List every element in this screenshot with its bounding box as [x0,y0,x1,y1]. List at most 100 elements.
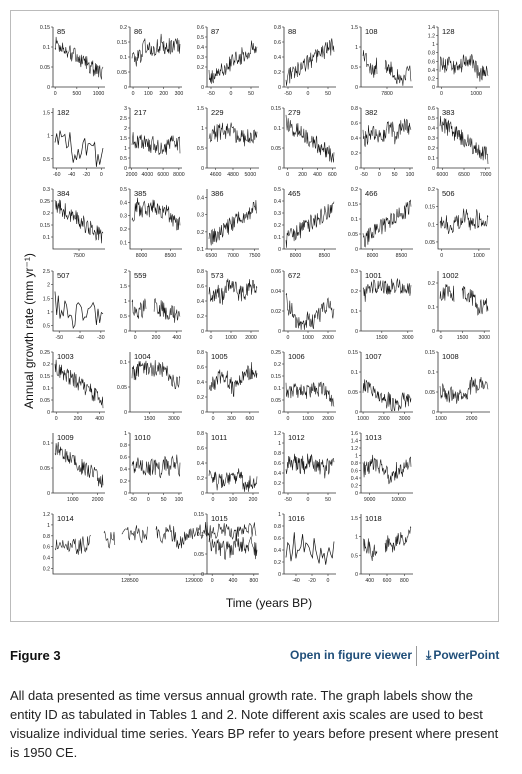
panel-axes [283,352,336,413]
x-tick-label: 0 [55,416,58,422]
panel-1003: 1003 0 0.05 0.1 0.15 0.2 0.25 0 200 400 [40,350,105,422]
x-tick-label: 50 [161,497,167,503]
series-line [54,291,104,330]
series-line [362,379,412,412]
x-tick-label: 2000 [378,416,390,422]
x-tick-label: 800 [249,578,258,584]
y-tick-label: 0.4 [120,200,127,206]
y-tick-label: 0 [355,491,358,497]
y-tick-label: 0.8 [197,269,204,275]
panel-axes [206,514,259,575]
y-tick-label: 0.6 [428,106,435,112]
x-tick-label: 1500 [457,335,469,341]
x-tick-label: 7500 [249,253,261,259]
figure-panel: Annual growth rate (mm yr⁻¹) Time (years… [10,10,499,622]
x-tick-label: 1000 [357,416,369,422]
x-tick-label: 300 [175,91,184,97]
panel-506: 506 0.05 0.1 0.15 0.2 0 1000 [425,187,490,259]
open-figure-viewer-link[interactable]: Open in figure viewer [290,648,413,662]
panel-axes [129,189,182,250]
panel-id-label: 182 [57,108,70,117]
y-tick-label: 0.2 [274,560,281,566]
panel-1015: 1015 0 0.05 0.1 0.15 0 400 800 [194,512,259,584]
y-tick-label: 0.1 [428,156,435,162]
panel-1013: 1013 00.2 0.40.6 0.81 1.21.4 1.6 9000 10000 [351,431,413,503]
x-tick-label: 200 [159,91,168,97]
panel-id-label: 87 [211,27,219,36]
series-line [54,130,104,167]
panel-1007: 1007 0 0.05 0.1 0.15 1000 2000 3000 [348,350,413,422]
y-tick-label: 0.1 [43,441,50,447]
y-tick-label: 0.1 [351,217,358,223]
x-tick-label: 200 [152,335,161,341]
series-line [439,284,489,316]
y-tick-label: 0.6 [197,446,204,452]
panel-507: 507 0.5 1 1.5 2 2.5 -50 -40 -30 [43,269,105,341]
y-tick-label: 0.5 [120,187,127,193]
x-tick-label: 50 [325,91,331,97]
y-tick-label: 2.5 [43,269,50,275]
x-tick-label: 0 [286,172,289,178]
y-tick-label: 0.8 [197,350,204,356]
powerpoint-download-link[interactable]: ⤓ PowerPoint [426,648,499,663]
x-tick-label: 2000 [466,416,478,422]
y-tick-label: 0.6 [197,365,204,371]
y-tick-label: 0 [201,166,204,172]
x-tick-label: -50 [207,91,215,97]
y-tick-label: 0.6 [274,461,281,467]
y-tick-label: 1.6 [351,431,358,437]
y-tick-label: 0.4 [428,126,435,132]
panel-1014: 1014 0.2 0.4 0.6 0.8 1 1.2 128500 129000 [43,512,258,584]
y-tick-label: 2 [124,126,127,132]
y-tick-label: 0.1 [351,309,358,315]
y-tick-label: 0.2 [428,76,435,82]
panel-1016: 1016 0 0.2 0.4 0.6 0.8 1 -40 -20 0 [274,512,336,584]
y-tick-label: 0.6 [274,40,281,46]
y-tick-label: 0.05 [194,552,204,558]
y-tick-label: 0.05 [271,146,281,152]
panel-axes [437,271,490,332]
y-tick-label: 0.6 [351,121,358,127]
x-tick-label: 128500 [121,578,138,584]
y-tick-label: 0.15 [40,374,50,380]
small-multiples-chart: Annual growth rate (mm yr⁻¹) Time (years… [22,25,492,610]
y-tick-label: 0.15 [117,40,127,46]
y-tick-label: 0.4 [274,199,281,205]
y-tick-label: 0.25 [40,199,50,205]
y-tick-label: 1 [278,441,281,447]
x-tick-label: 4800 [227,172,239,178]
y-tick-label: 0.8 [197,431,204,437]
y-tick-label: 0.05 [348,390,358,396]
figure-toolbar: Figure 3 Open in figure viewer ⤓ PowerPoi… [10,646,500,668]
panel-id-label: 1012 [288,433,305,442]
y-tick-label: 0 [278,329,281,335]
y-tick-label: 1.5 [43,111,50,117]
y-tick-label: 0.8 [351,106,358,112]
y-tick-label: 0 [432,410,435,416]
y-tick-label: 0.05 [40,466,50,472]
x-tick-label: 300 [227,416,236,422]
panel-id-label: 108 [365,27,378,36]
y-tick-label: 0 [47,410,50,416]
y-tick-label: 0.6 [274,536,281,542]
panel-axes [129,271,182,332]
series-line [54,36,104,80]
y-tick-label: 0 [278,85,281,91]
y-tick-label: 0.8 [274,524,281,530]
y-tick-label: 0.5 [43,324,50,330]
series-line [131,33,181,67]
x-tick-label: -60 [53,172,61,178]
panel-id-label: 1018 [365,514,382,523]
panel-id-label: 1008 [442,352,459,361]
panel-id-label: 382 [365,108,378,117]
series-line [131,132,181,156]
x-tick-label: 600 [328,172,337,178]
x-tick-label: 9000 [364,497,376,503]
y-tick-label: 0.3 [197,213,204,219]
panel-217: 217 0 0.5 1 1.5 2 2.5 3 2000 4000 6000 8000 [120,106,185,178]
x-tick-label: 50 [248,91,254,97]
y-tick-label: 0.1 [274,386,281,392]
series-line [131,454,181,479]
panel-1009: 1009 0 0.05 0.1 1000 2000 [40,433,105,503]
